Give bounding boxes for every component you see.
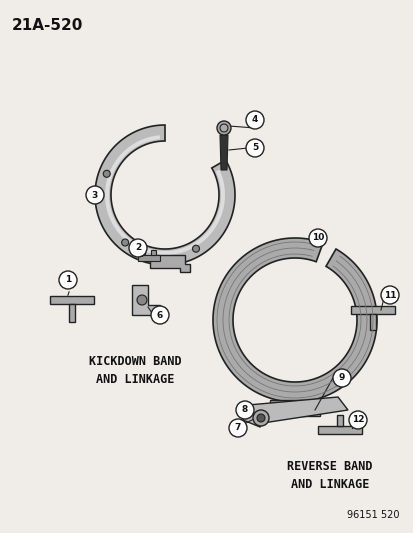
Text: 1: 1: [65, 276, 71, 285]
Bar: [50, 296, 94, 304]
Text: 3: 3: [92, 190, 98, 199]
Circle shape: [380, 286, 398, 304]
Polygon shape: [150, 255, 190, 272]
Circle shape: [332, 369, 350, 387]
Polygon shape: [219, 135, 228, 170]
Circle shape: [129, 239, 147, 257]
Text: 9: 9: [338, 374, 344, 383]
Bar: [317, 426, 361, 434]
Circle shape: [256, 414, 264, 422]
Bar: [138, 255, 159, 261]
Circle shape: [278, 404, 286, 412]
Circle shape: [308, 229, 326, 247]
Text: 5: 5: [251, 143, 257, 152]
Text: 11: 11: [383, 290, 395, 300]
Circle shape: [245, 111, 263, 129]
Circle shape: [192, 245, 199, 252]
Text: 2: 2: [135, 244, 141, 253]
Circle shape: [245, 139, 263, 157]
Circle shape: [228, 419, 247, 437]
Polygon shape: [269, 400, 319, 416]
Text: 21A-520: 21A-520: [12, 18, 83, 33]
Circle shape: [348, 411, 366, 429]
Circle shape: [151, 306, 169, 324]
Circle shape: [59, 271, 77, 289]
Text: 96151 520: 96151 520: [347, 510, 399, 520]
Polygon shape: [105, 135, 224, 255]
Text: 12: 12: [351, 416, 363, 424]
Text: 7: 7: [234, 424, 241, 432]
Text: KICKDOWN BAND
AND LINKAGE: KICKDOWN BAND AND LINKAGE: [88, 355, 181, 386]
Circle shape: [252, 410, 268, 426]
Circle shape: [302, 404, 310, 412]
Bar: [336, 415, 342, 426]
Circle shape: [86, 186, 104, 204]
Bar: [69, 304, 75, 322]
Circle shape: [121, 239, 128, 246]
Text: 8: 8: [241, 406, 247, 415]
Bar: [369, 314, 375, 330]
Text: 4: 4: [251, 116, 258, 125]
Circle shape: [137, 295, 147, 305]
Bar: [151, 250, 156, 255]
Text: 10: 10: [311, 233, 323, 243]
Polygon shape: [242, 397, 347, 427]
Circle shape: [235, 401, 254, 419]
Text: 6: 6: [157, 311, 163, 319]
Polygon shape: [132, 285, 159, 315]
Circle shape: [216, 121, 230, 135]
Bar: [350, 306, 394, 314]
Text: REVERSE BAND
AND LINKAGE: REVERSE BAND AND LINKAGE: [287, 460, 372, 491]
Bar: [140, 250, 145, 255]
Circle shape: [103, 171, 110, 177]
Polygon shape: [95, 125, 235, 265]
Polygon shape: [213, 238, 376, 402]
